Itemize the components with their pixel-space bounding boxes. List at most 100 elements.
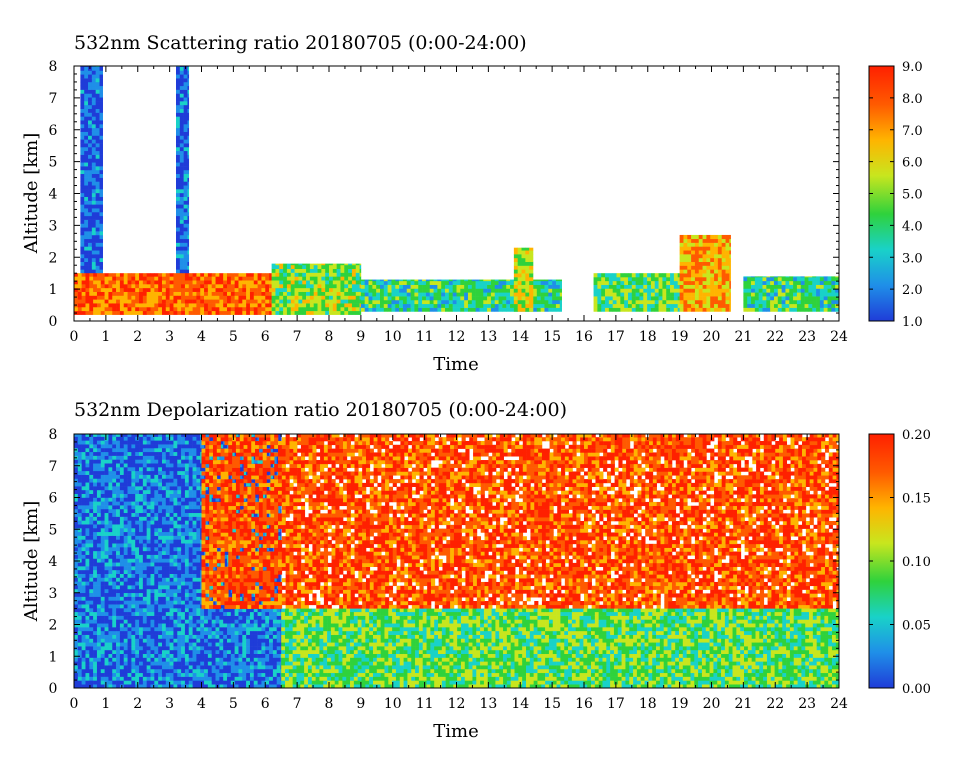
x-tick-label: 13: [479, 329, 497, 345]
heatmap-region: [513, 247, 534, 312]
x-tick-label: 10: [384, 696, 402, 712]
y-tick-label: 5: [49, 155, 58, 171]
heatmap-region: [679, 234, 731, 312]
colorbar-tick-label: 0.15: [902, 492, 931, 507]
x-tick-label: 9: [356, 329, 365, 345]
x-tick-label: 0: [70, 696, 79, 712]
x-tick-label: 16: [575, 696, 593, 712]
x-tick-label: 3: [165, 696, 174, 712]
scattering-ratio-panel: 532nm Scattering ratio 20180705 (0:00-24…: [21, 32, 923, 375]
y-tick-label: 8: [49, 427, 58, 443]
x-tick-label: 2: [133, 696, 142, 712]
x-tick-label: 7: [293, 696, 302, 712]
x-tick-label: 1: [101, 696, 110, 712]
colorbar-tick-label: 0.05: [902, 619, 931, 634]
colorbar-tick-label: 0.10: [902, 555, 931, 570]
x-tick-label: 18: [639, 329, 657, 345]
x-tick-label: 0: [70, 329, 79, 345]
x-tick-label: 7: [293, 329, 302, 345]
colorbar-tick-label: 5.0: [902, 188, 923, 203]
y-tick-label: 6: [49, 491, 58, 507]
x-tick-label: 8: [325, 329, 334, 345]
y-tick-labels: 0 1 2 3 4 5 6 7 8: [49, 427, 58, 697]
colorbar-tick-label: 4.0: [902, 219, 923, 234]
x-tick-label: 22: [766, 696, 784, 712]
x-tick-label: 15: [543, 329, 561, 345]
y-tick-label: 0: [49, 681, 58, 697]
y-axis-label: Altitude [km]: [21, 133, 42, 255]
heatmap-region: [74, 273, 272, 315]
x-tick-label: 1: [101, 329, 110, 345]
x-tick-label: 11: [416, 696, 434, 712]
colorbar: [869, 66, 894, 321]
x-tick-label: 12: [448, 696, 466, 712]
colorbar-tick-label: 3.0: [902, 251, 923, 266]
colorbar-ticks: 1.0 2.0 3.0 4.0 5.0 6.0 7.0 8.0 9.0: [869, 60, 923, 330]
y-tick-label: 2: [49, 618, 58, 634]
x-tick-label: 17: [607, 696, 625, 712]
colorbar: [869, 434, 894, 688]
y-tick-labels: 0 1 2 3 4 5 6 7 8: [49, 59, 58, 330]
y-tick-label: 0: [49, 314, 58, 330]
heatmap-region: [281, 608, 840, 689]
x-tick-label: 8: [325, 696, 334, 712]
x-tick-label: 9: [356, 696, 365, 712]
x-tick-label: 6: [261, 329, 270, 345]
x-tick-label: 10: [384, 329, 402, 345]
x-tick-label: 3: [165, 329, 174, 345]
x-tick-label: 20: [703, 329, 721, 345]
chart-title: 532nm Depolarization ratio 20180705 (0:0…: [74, 399, 567, 421]
x-tick-label: 11: [416, 329, 434, 345]
y-tick-label: 5: [49, 522, 58, 538]
y-tick-label: 3: [49, 586, 58, 602]
colorbar-tick-label: 8.0: [902, 92, 923, 107]
x-tick-label: 16: [575, 329, 593, 345]
x-tick-label: 21: [734, 696, 752, 712]
colorbar-tick-label: 0.20: [902, 428, 931, 443]
x-tick-label: 15: [543, 696, 561, 712]
colorbar-tick-label: 7.0: [902, 124, 923, 139]
heatmap-region: [743, 276, 840, 312]
x-tick-label: 19: [671, 696, 689, 712]
heatmap-region: [593, 273, 680, 312]
plot-area: [74, 434, 840, 689]
depolarization-ratio-panel: 532nm Depolarization ratio 20180705 (0:0…: [21, 399, 931, 742]
x-tick-label: 2: [133, 329, 142, 345]
x-tick-label: 18: [639, 696, 657, 712]
chart-title: 532nm Scattering ratio 20180705 (0:00-24…: [74, 32, 527, 54]
y-tick-label: 8: [49, 59, 58, 75]
x-tick-labels: 0 1 2 3 4 5 6 7 8 9 10 11 12 13 14 15 16 17 18 19 20 21 22 23 24: [70, 696, 848, 712]
colorbar-tick-label: 9.0: [902, 60, 923, 75]
x-tick-label: 17: [607, 329, 625, 345]
colorbar-tick-label: 2.0: [902, 283, 923, 298]
x-tick-label: 24: [830, 329, 848, 345]
x-tick-label: 14: [511, 696, 529, 712]
x-tick-label: 24: [830, 696, 848, 712]
x-tick-label: 5: [229, 696, 238, 712]
y-tick-label: 3: [49, 218, 58, 234]
plot-area: [74, 66, 840, 321]
colorbar-tick-label: 1.0: [902, 315, 923, 330]
x-axis-label: Time: [433, 354, 478, 375]
x-tick-label: 4: [197, 696, 206, 712]
colorbar-tick-label: 6.0: [902, 156, 923, 171]
heatmap-region: [271, 263, 362, 315]
x-tick-label: 21: [734, 329, 752, 345]
x-tick-label: 4: [197, 329, 206, 345]
x-tick-label: 23: [798, 696, 816, 712]
colorbar-ticks: 0.00 0.05 0.10 0.15 0.20: [869, 428, 931, 697]
x-tick-label: 19: [671, 329, 689, 345]
y-axis-label: Altitude [km]: [21, 501, 42, 623]
y-tick-label: 1: [49, 649, 58, 665]
y-tick-label: 7: [49, 459, 58, 475]
y-tick-label: 7: [49, 91, 58, 107]
x-axis-label: Time: [433, 721, 478, 742]
y-tick-label: 4: [49, 554, 58, 570]
heatmap-region: [201, 434, 840, 609]
axis-ticks: [73, 65, 840, 322]
x-tick-label: 22: [766, 329, 784, 345]
x-tick-label: 12: [448, 329, 466, 345]
x-tick-label: 23: [798, 329, 816, 345]
y-tick-label: 6: [49, 123, 58, 139]
